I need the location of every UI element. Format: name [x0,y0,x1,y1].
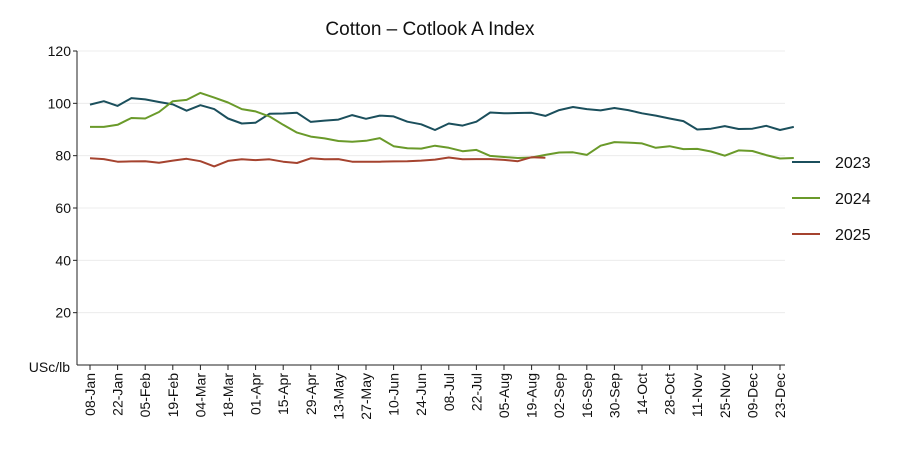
x-tick-label: 16-Sep [579,373,595,418]
x-tick-label: 02-Sep [551,373,567,418]
x-tick-label: 24-Jun [413,373,429,416]
series-line-2023 [89,97,795,131]
series-line-2025 [89,156,546,168]
y-axis-ticks: 20 40 60 80 100 120 [48,43,77,321]
x-tick-label: 28-Oct [662,373,678,415]
legend: 2023 2024 2025 [792,155,871,244]
legend-label-2023: 2023 [835,155,871,172]
x-tick-label: 19-Aug [524,373,540,418]
x-tick-label: 13-May [330,373,346,420]
x-tick-label: 22-Jul [468,373,484,411]
x-tick-label: 10-Jun [386,373,402,416]
y-tick-label: 40 [55,252,71,268]
y-tick-label: 20 [55,305,71,321]
y-tick-label: 80 [55,148,71,164]
chart-title: Cotton – Cotlook A Index [325,19,535,40]
y-tick-label: 60 [55,200,71,216]
x-axis-ticks: 08-Jan 22-Jan 05-Feb 19-Feb 04-Mar 18-Mar 01-A… [82,365,788,420]
legend-label-2025: 2025 [835,227,871,244]
x-tick-label: 18-Mar [220,373,236,418]
x-tick-label: 05-Feb [137,373,153,418]
legend-label-2024: 2024 [835,191,871,208]
x-tick-label: 30-Sep [606,373,622,418]
x-tick-label: 05-Aug [496,373,512,418]
y-tick-label: 100 [48,95,72,111]
x-tick-label: 04-Mar [192,373,208,418]
x-tick-label: 19-Feb [165,373,181,418]
x-tick-label: 27-May [358,373,374,420]
grid-lines [77,50,785,314]
y-axis-unit-label: USc/lb [29,359,70,375]
x-tick-label: 09-Dec [744,373,760,418]
x-tick-label: 01-Apr [248,373,264,415]
x-tick-label: 11-Nov [689,373,705,417]
series-layer [89,91,795,168]
x-tick-label: 14-Oct [634,373,650,415]
x-tick-label: 15-Apr [275,373,291,415]
x-tick-label: 23-Dec [772,373,788,418]
y-tick-label: 120 [48,43,72,59]
x-tick-label: 22-Jan [110,373,126,416]
x-tick-label: 25-Nov [717,373,733,418]
series-line-2024 [90,91,794,160]
x-tick-label: 08-Jul [441,373,457,411]
x-tick-label: 08-Jan [82,373,98,416]
x-tick-label: 29-Apr [303,373,319,415]
